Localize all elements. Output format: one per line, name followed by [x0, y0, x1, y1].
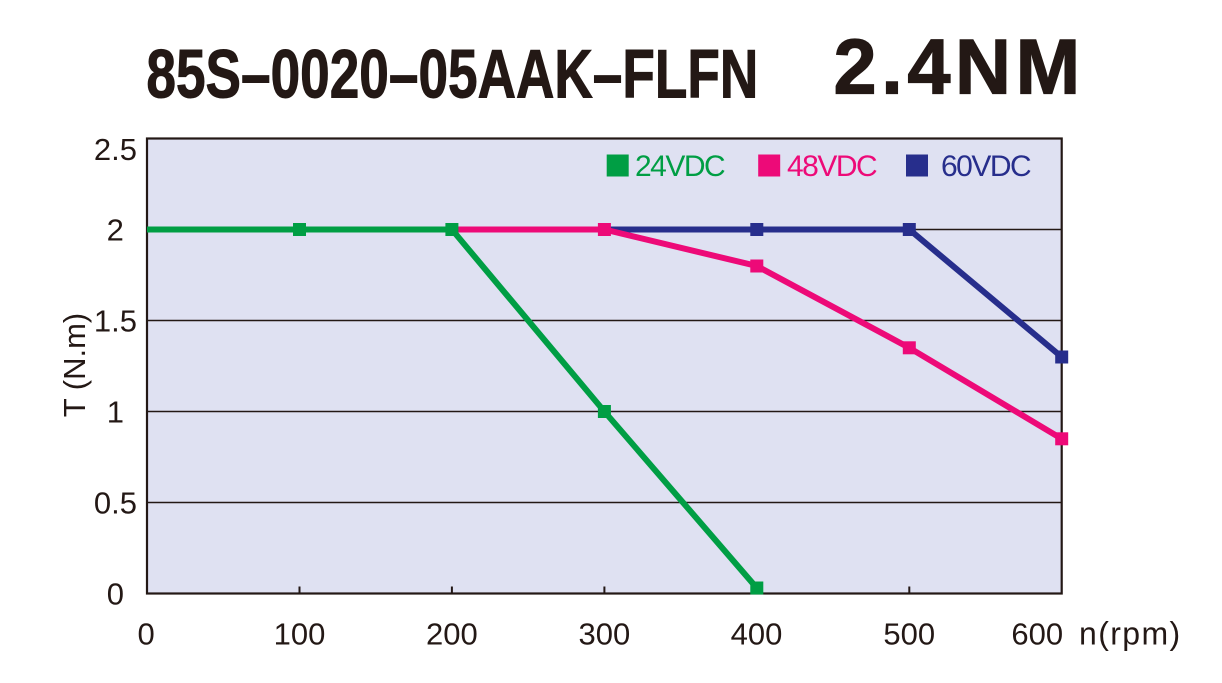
- svg-text:600: 600: [1011, 617, 1063, 652]
- svg-text:T (N.m): T (N.m): [57, 313, 92, 417]
- svg-text:48VDC: 48VDC: [787, 150, 877, 183]
- svg-text:100: 100: [274, 617, 326, 652]
- svg-text:300: 300: [579, 617, 631, 652]
- svg-text:85S–0020–05AAK–FLFN: 85S–0020–05AAK–FLFN: [146, 35, 758, 112]
- svg-text:500: 500: [883, 617, 935, 652]
- svg-text:2.5: 2.5: [94, 132, 137, 167]
- svg-text:0.5: 0.5: [94, 485, 137, 520]
- svg-text:400: 400: [731, 617, 783, 652]
- svg-text:0: 0: [107, 576, 124, 611]
- svg-text:2: 2: [107, 212, 124, 247]
- svg-text:1.5: 1.5: [94, 303, 137, 338]
- svg-text:2.4NM: 2.4NM: [834, 24, 1085, 110]
- svg-text:0: 0: [137, 617, 154, 652]
- svg-text:n(rpm): n(rpm): [1079, 616, 1182, 652]
- svg-text:200: 200: [426, 617, 478, 652]
- svg-text:1: 1: [107, 394, 124, 429]
- svg-text:60VDC: 60VDC: [941, 150, 1031, 183]
- svg-text:24VDC: 24VDC: [635, 150, 725, 183]
